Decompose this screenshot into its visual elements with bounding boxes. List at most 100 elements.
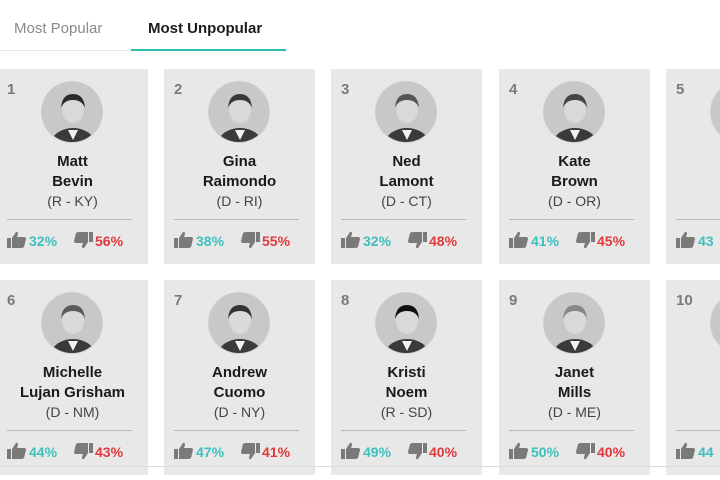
thumbs-up-icon	[676, 442, 696, 460]
first-name: Kristi	[387, 364, 426, 381]
governor-card[interactable]: 3 Ned Lamont (D - CT) 32% 48%	[331, 69, 482, 264]
first-name: M	[666, 363, 720, 383]
rank-number: 4	[509, 81, 518, 98]
last-name: Noem	[385, 384, 428, 401]
governor-photo	[208, 81, 270, 143]
governor-name: Michelle Lujan Grisham	[0, 363, 148, 403]
governor-name: J	[666, 152, 720, 172]
governor-name: Janet Mills	[499, 363, 650, 403]
card-divider	[174, 219, 299, 220]
active-tab-indicator	[131, 49, 286, 51]
thumbs-up-icon	[174, 442, 194, 460]
thumbs-up-icon	[509, 231, 529, 249]
bottom-divider	[0, 466, 720, 467]
rank-number: 7	[174, 292, 183, 309]
card-divider	[676, 430, 720, 431]
thumbs-up-icon	[7, 442, 27, 460]
disapprove-percent: 41%	[262, 444, 291, 460]
thumbs-down-icon	[240, 442, 260, 460]
approve-percent: 50%	[531, 444, 560, 460]
disapprove-percent: 43%	[95, 444, 124, 460]
card-divider	[7, 430, 132, 431]
party-state: (R - SD)	[380, 404, 433, 420]
party-state: (D - OR)	[548, 193, 601, 209]
governor-photo	[41, 292, 103, 354]
first-name: Ned	[392, 153, 421, 170]
approval-stats: 49% 40%	[341, 442, 481, 462]
governor-card[interactable]: 10 M (44	[666, 280, 720, 475]
governor-photo	[710, 292, 720, 354]
approve-percent: 44%	[29, 444, 58, 460]
party-state: (D - NY)	[213, 404, 266, 420]
governor-card[interactable]: 5 J (43	[666, 69, 720, 264]
approval-stats: 32% 48%	[341, 231, 481, 251]
last-name: Cuomo	[213, 384, 266, 401]
card-divider	[174, 430, 299, 431]
first-name: J	[666, 152, 720, 172]
disapprove-percent: 56%	[95, 233, 124, 249]
governor-name: Kate Brown	[499, 152, 650, 192]
thumbs-down-icon	[575, 442, 595, 460]
thumbs-down-icon	[240, 231, 260, 249]
tab-most-popular[interactable]: Most Popular	[14, 20, 103, 37]
card-divider	[7, 219, 132, 220]
card-divider	[676, 219, 720, 220]
approval-stats: 41% 45%	[509, 231, 649, 251]
thumbs-up-icon	[676, 231, 696, 249]
party-state: (D - NM)	[45, 404, 100, 420]
disapprove-percent: 55%	[262, 233, 291, 249]
party-state: (	[666, 193, 720, 209]
rank-number: 3	[341, 81, 350, 98]
governor-photo	[375, 81, 437, 143]
thumbs-down-icon	[407, 442, 427, 460]
approval-stats: 50% 40%	[509, 442, 649, 462]
thumbs-up-icon	[509, 442, 529, 460]
governor-card[interactable]: 7 Andrew Cuomo (D - NY) 47% 41%	[164, 280, 315, 475]
approval-stats: 44	[676, 442, 720, 462]
party-state: (	[666, 404, 720, 420]
disapprove-percent: 40%	[429, 444, 458, 460]
first-name: Janet	[554, 364, 595, 381]
card-divider	[341, 219, 466, 220]
disapprove-percent: 40%	[597, 444, 626, 460]
thumbs-down-icon	[73, 231, 93, 249]
governor-name: M	[666, 363, 720, 383]
governor-photo	[375, 292, 437, 354]
governor-name: Kristi Noem	[331, 363, 482, 403]
governor-photo	[710, 81, 720, 143]
governor-name: Ned Lamont	[331, 152, 482, 192]
governor-card[interactable]: 4 Kate Brown (D - OR) 41% 45%	[499, 69, 650, 264]
governor-card[interactable]: 6 Michelle Lujan Grisham (D - NM) 44% 43%	[0, 280, 148, 475]
rank-number: 10	[676, 292, 693, 309]
governor-photo	[543, 81, 605, 143]
tab-most-unpopular[interactable]: Most Unpopular	[148, 20, 263, 37]
approve-percent: 44	[698, 444, 714, 460]
first-name: Gina	[222, 153, 257, 170]
thumbs-up-icon	[341, 231, 361, 249]
approve-percent: 41%	[531, 233, 560, 249]
governor-card[interactable]: 9 Janet Mills (D - ME) 50% 40%	[499, 280, 650, 475]
first-name: Matt	[57, 153, 88, 170]
thumbs-up-icon	[7, 231, 27, 249]
governor-name: Andrew Cuomo	[164, 363, 315, 403]
disapprove-percent: 45%	[597, 233, 626, 249]
thumbs-up-icon	[341, 442, 361, 460]
rank-number: 5	[676, 81, 685, 98]
governor-name: Gina Raimondo	[164, 152, 315, 192]
card-divider	[509, 219, 634, 220]
governor-card[interactable]: 8 Kristi Noem (R - SD) 49% 40%	[331, 280, 482, 475]
governor-card[interactable]: 1 Matt Bevin (R - KY) 32% 56%	[0, 69, 148, 264]
thumbs-up-icon	[174, 231, 194, 249]
card-divider	[509, 430, 634, 431]
party-state: (R - KY)	[47, 193, 98, 209]
approval-stats: 38% 55%	[174, 231, 314, 251]
rank-number: 8	[341, 292, 350, 309]
governor-photo	[543, 292, 605, 354]
governor-photo	[41, 81, 103, 143]
governor-card[interactable]: 2 Gina Raimondo (D - RI) 38% 55%	[164, 69, 315, 264]
party-state: (D - CT)	[381, 193, 432, 209]
party-state: (D - ME)	[548, 404, 601, 420]
governor-name: Matt Bevin	[0, 152, 148, 192]
approve-percent: 32%	[29, 233, 58, 249]
